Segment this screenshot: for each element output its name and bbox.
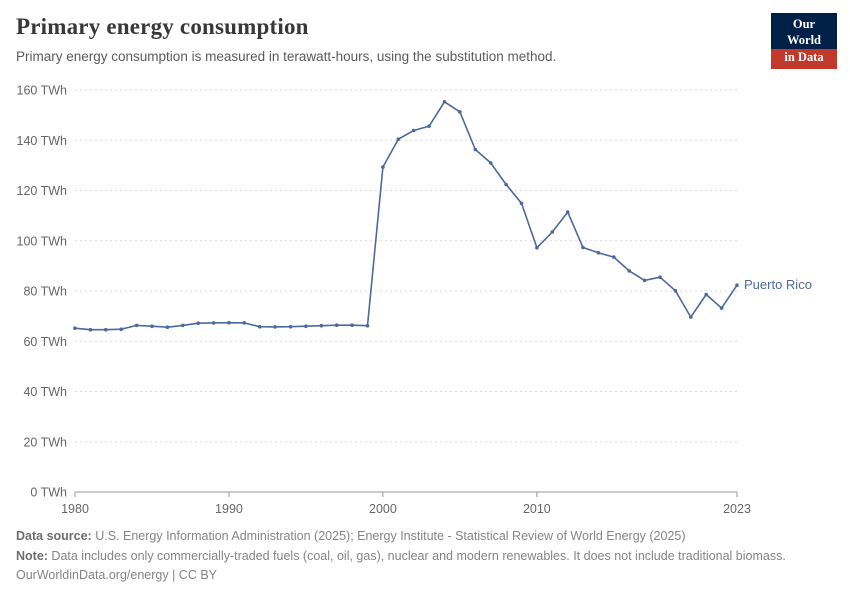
data-source-text: U.S. Energy Information Administration (… — [91, 529, 686, 543]
data-point[interactable] — [196, 321, 200, 325]
data-point[interactable] — [165, 325, 170, 329]
y-tick-label: 100 TWh — [17, 234, 68, 248]
note-line: Note: Data includes only commercially-tr… — [16, 547, 834, 567]
x-tick-label: 2000 — [369, 502, 397, 516]
y-tick-label: 0 TWh — [30, 486, 67, 500]
note-text: Data includes only commercially-traded f… — [47, 548, 786, 563]
data-point[interactable] — [642, 278, 647, 283]
y-tick-label: 80 TWh — [23, 285, 67, 299]
data-point[interactable] — [150, 324, 154, 328]
license-line[interactable]: OurWorldinData.org/energy | CC BY — [16, 568, 218, 582]
data-point[interactable] — [304, 324, 308, 328]
chart-subtitle: Primary energy consumption is measured i… — [16, 49, 557, 64]
data-point[interactable] — [381, 165, 385, 169]
owid-logo-line2: in Data — [771, 49, 837, 69]
chart-svg[interactable]: 0 TWh 20 TWh 40 TWh 60 TWh 80 TWh 100 TWh 120 … — [0, 78, 850, 520]
data-point[interactable] — [658, 275, 662, 279]
x-tick-label: 1990 — [215, 502, 243, 516]
data-source-line: Data source: U.S. Energy Information Adm… — [16, 527, 834, 547]
data-point[interactable] — [365, 323, 370, 328]
x-tick-label: 1980 — [61, 502, 89, 516]
data-point[interactable] — [119, 327, 123, 331]
data-point[interactable] — [181, 323, 185, 328]
data-point[interactable] — [550, 230, 555, 234]
y-tick-label: 120 TWh — [17, 184, 68, 198]
chart-footer: Data source: U.S. Energy Information Adm… — [16, 527, 834, 586]
x-tick-label: 2010 — [523, 502, 551, 516]
data-point[interactable] — [719, 306, 724, 310]
data-point[interactable] — [627, 269, 631, 273]
data-point[interactable] — [458, 110, 462, 114]
y-tick-label: 20 TWh — [23, 435, 67, 449]
data-point[interactable] — [427, 124, 431, 128]
data-point[interactable] — [689, 315, 693, 319]
data-point[interactable] — [673, 288, 678, 293]
data-source-label: Data source: — [16, 529, 92, 543]
data-point[interactable] — [473, 147, 478, 152]
y-tick-label: 60 TWh — [23, 335, 67, 349]
data-point[interactable] — [581, 245, 585, 250]
x-tick-label: 2023 — [723, 502, 751, 516]
data-point[interactable] — [73, 326, 77, 330]
data-point[interactable] — [411, 128, 416, 133]
data-point[interactable] — [519, 201, 524, 206]
owid-logo-line1: Our World — [786, 17, 822, 47]
series-line[interactable] — [74, 100, 738, 331]
data-point[interactable] — [88, 327, 93, 332]
data-point[interactable] — [242, 321, 247, 325]
y-tick-label: 160 TWh — [17, 84, 68, 98]
data-point[interactable] — [704, 292, 708, 297]
data-point[interactable] — [104, 327, 108, 332]
data-point[interactable] — [334, 323, 339, 327]
data-point[interactable] — [273, 325, 277, 329]
data-point[interactable] — [504, 182, 508, 187]
data-point[interactable] — [257, 324, 262, 329]
data-point[interactable] — [134, 323, 139, 328]
owid-logo[interactable]: Our World in Data — [771, 13, 837, 69]
data-point[interactable] — [396, 137, 401, 141]
data-point[interactable] — [288, 324, 293, 329]
data-point[interactable] — [227, 320, 231, 325]
y-tick-label: 40 TWh — [23, 385, 67, 399]
data-point[interactable] — [596, 251, 601, 255]
data-point[interactable] — [565, 210, 570, 214]
data-point[interactable] — [735, 283, 739, 287]
data-point[interactable] — [488, 161, 493, 165]
note-label: Note: — [16, 548, 48, 563]
series-label[interactable]: Puerto Rico — [744, 277, 812, 292]
chart-header: Primary energy consumption Primary energ… — [16, 14, 750, 64]
data-point[interactable] — [535, 246, 539, 250]
data-point[interactable] — [350, 323, 354, 327]
data-point[interactable] — [442, 100, 447, 104]
data-point[interactable] — [211, 321, 216, 325]
page-title: Primary energy consumption — [16, 14, 309, 39]
data-point[interactable] — [319, 323, 324, 328]
y-tick-label: 140 TWh — [17, 134, 68, 148]
data-point[interactable] — [612, 255, 616, 259]
